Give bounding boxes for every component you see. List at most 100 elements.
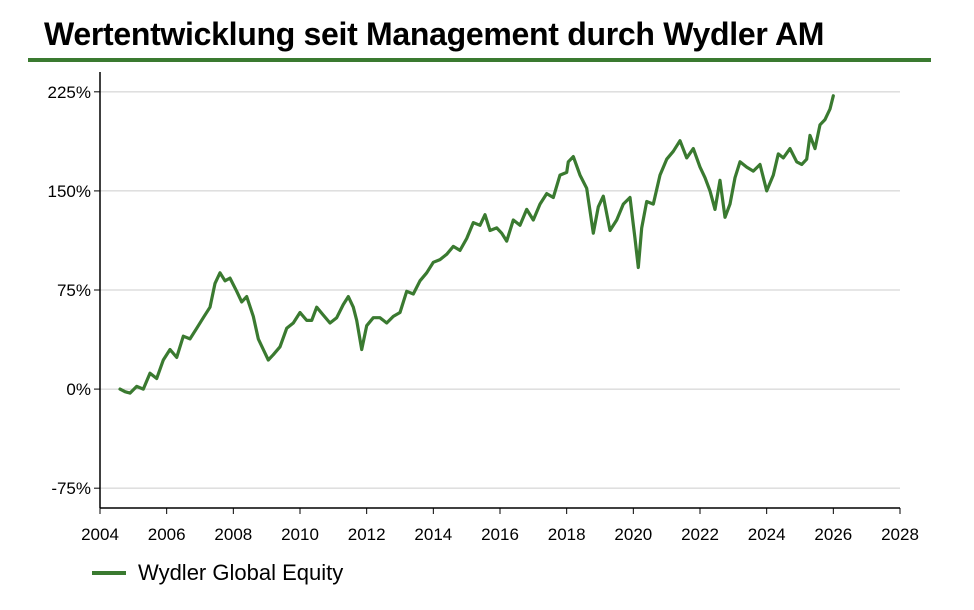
- data-point: [458, 249, 462, 252]
- data-point: [278, 345, 282, 348]
- data-point: [285, 327, 288, 330]
- data-point: [478, 224, 482, 227]
- data-point: [728, 202, 732, 206]
- data-point: [597, 205, 600, 208]
- data-point: [818, 123, 822, 127]
- data-point: [738, 160, 742, 163]
- tick-labels: -75% 0% 75% 150% 225% 2004 2006 2008 2010 2012 201…: [48, 83, 919, 544]
- x-tick-label: 2008: [214, 525, 252, 544]
- data-point: [645, 200, 648, 203]
- data-point: [398, 311, 402, 314]
- data-point: [452, 245, 455, 248]
- data-point: [445, 253, 448, 256]
- data-point: [168, 348, 172, 351]
- data-point: [745, 165, 748, 169]
- data-point: [772, 173, 775, 177]
- x-tick-label: 2006: [148, 525, 186, 544]
- data-point: [378, 316, 382, 319]
- data-point: [257, 337, 260, 341]
- y-tick-label: -75%: [51, 479, 91, 498]
- data-point: [733, 176, 737, 179]
- title-underline: [28, 58, 931, 62]
- series-line-wydler-global-equity: [118, 94, 835, 395]
- data-point: [267, 358, 270, 362]
- data-point: [182, 335, 185, 338]
- data-point: [823, 118, 827, 121]
- data-point: [788, 147, 792, 150]
- data-point: [252, 315, 255, 318]
- data-point: [418, 279, 422, 282]
- data-point: [713, 208, 717, 211]
- data-point: [472, 221, 475, 224]
- data-point: [665, 158, 668, 161]
- x-tick-label: 2016: [481, 525, 519, 544]
- data-point: [545, 192, 548, 195]
- data-point: [228, 276, 232, 280]
- data-point: [672, 150, 675, 153]
- data-point: [782, 156, 785, 160]
- data-point: [538, 202, 542, 206]
- data-point: [148, 372, 152, 375]
- data-point: [272, 353, 275, 356]
- x-tick-label: 2012: [348, 525, 386, 544]
- data-point: [628, 196, 632, 199]
- data-point: [405, 290, 408, 293]
- data-point: [352, 306, 355, 309]
- data-point: [355, 319, 358, 322]
- data-point: [188, 337, 192, 341]
- legend-label: Wydler Global Equity: [138, 560, 344, 585]
- data-point: [640, 226, 643, 230]
- data-point: [505, 239, 508, 243]
- data-point: [500, 232, 503, 235]
- data-point: [213, 282, 217, 285]
- data-point: [438, 258, 442, 261]
- axes: [94, 72, 901, 514]
- y-tick-label: 0%: [66, 380, 91, 399]
- y-tick-label: 150%: [48, 182, 91, 201]
- x-tick-label: 2026: [814, 525, 852, 544]
- data-point: [372, 316, 375, 319]
- data-point: [135, 385, 138, 388]
- data-point: [347, 295, 350, 298]
- data-point: [678, 139, 682, 142]
- data-point: [322, 313, 325, 317]
- x-tick-label: 2018: [548, 525, 586, 544]
- data-point: [118, 387, 122, 391]
- data-point: [298, 311, 302, 314]
- data-point: [465, 237, 468, 240]
- data-point: [240, 300, 243, 304]
- data-point: [392, 315, 395, 318]
- data-point: [175, 356, 178, 359]
- data-point: [585, 187, 588, 190]
- data-point: [637, 266, 640, 269]
- data-point: [685, 156, 688, 160]
- series-layer: [118, 94, 835, 395]
- legend: Wydler Global Equity: [92, 558, 343, 588]
- x-tick-label: 2020: [614, 525, 652, 544]
- data-point: [365, 324, 368, 327]
- data-point: [718, 179, 722, 182]
- data-point: [245, 295, 248, 298]
- data-point: [578, 173, 582, 177]
- x-tick-label: 2028: [881, 525, 919, 544]
- data-point: [432, 261, 435, 264]
- data-point: [828, 107, 832, 111]
- x-tick-label: 2014: [414, 525, 452, 544]
- data-point: [518, 224, 522, 227]
- data-point: [765, 189, 768, 193]
- data-point: [202, 316, 205, 319]
- data-point: [208, 306, 212, 309]
- data-point: [565, 171, 568, 174]
- data-point: [512, 218, 515, 222]
- data-point: [572, 155, 575, 158]
- data-point: [703, 176, 707, 179]
- data-point: [525, 208, 528, 211]
- data-point: [832, 94, 835, 98]
- data-point: [162, 358, 165, 362]
- data-point: [777, 152, 780, 156]
- data-point: [292, 321, 295, 325]
- data-point: [223, 279, 227, 282]
- data-point: [658, 173, 662, 177]
- data-point: [360, 348, 363, 351]
